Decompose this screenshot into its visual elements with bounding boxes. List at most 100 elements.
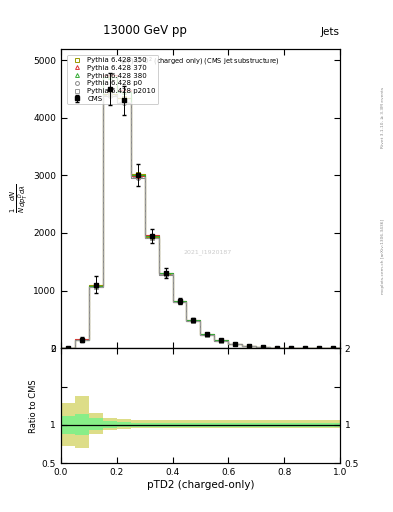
Text: 13000 GeV pp: 13000 GeV pp [103, 24, 187, 37]
Pythia 6.428 p2010 [331, 345, 335, 351]
Pythia 6.428 380 [289, 345, 294, 351]
Pythia 6.428 370 [205, 331, 210, 337]
Pythia 6.428 380 [261, 344, 266, 350]
Pythia 6.428 370 [149, 232, 154, 239]
Pythia 6.428 p0 [303, 345, 307, 351]
Y-axis label: Ratio to CMS: Ratio to CMS [29, 379, 37, 433]
Pythia 6.428 p2010 [79, 336, 84, 343]
Pythia 6.428 p0 [66, 345, 70, 351]
Pythia 6.428 p2010 [261, 344, 266, 350]
Pythia 6.428 p0 [191, 318, 196, 324]
Pythia 6.428 380 [94, 283, 98, 289]
Pythia 6.428 p2010 [247, 343, 252, 349]
Pythia 6.428 380 [247, 343, 252, 349]
Pythia 6.428 380 [205, 331, 210, 337]
Pythia 6.428 380 [303, 345, 307, 351]
Pythia 6.428 p0 [289, 345, 294, 351]
Pythia 6.428 p0 [107, 93, 112, 99]
Pythia 6.428 350 [275, 345, 279, 351]
Pythia 6.428 350 [149, 234, 154, 240]
Pythia 6.428 350 [121, 95, 126, 101]
Pythia 6.428 350 [79, 336, 84, 343]
Pythia 6.428 370 [191, 317, 196, 323]
Line: Pythia 6.428 p0: Pythia 6.428 p0 [66, 94, 335, 350]
Pythia 6.428 350 [177, 298, 182, 305]
X-axis label: pTD2 (charged-only): pTD2 (charged-only) [147, 480, 254, 490]
Pythia 6.428 380 [135, 172, 140, 179]
Pythia 6.428 350 [247, 343, 252, 349]
Pythia 6.428 p0 [177, 299, 182, 305]
Pythia 6.428 350 [191, 317, 196, 324]
Pythia 6.428 380 [66, 345, 70, 351]
Pythia 6.428 370 [289, 345, 294, 351]
Pythia 6.428 380 [121, 89, 126, 95]
Pythia 6.428 380 [275, 345, 279, 351]
Pythia 6.428 p0 [261, 344, 266, 350]
Pythia 6.428 p2010 [317, 345, 321, 351]
Pythia 6.428 370 [275, 345, 279, 351]
Pythia 6.428 p2010 [233, 341, 238, 347]
Pythia 6.428 p0 [317, 345, 321, 351]
Pythia 6.428 370 [317, 345, 321, 351]
Pythia 6.428 380 [219, 337, 224, 344]
Pythia 6.428 380 [149, 233, 154, 239]
Pythia 6.428 p2010 [275, 345, 279, 351]
Pythia 6.428 p0 [233, 341, 238, 347]
Pythia 6.428 p2010 [121, 99, 126, 105]
Pythia 6.428 380 [317, 345, 321, 351]
Pythia 6.428 p0 [149, 235, 154, 241]
Pythia 6.428 p0 [135, 175, 140, 181]
Pythia 6.428 370 [94, 283, 98, 289]
Line: Pythia 6.428 370: Pythia 6.428 370 [66, 73, 335, 350]
Pythia 6.428 350 [94, 282, 98, 288]
Text: mcplots.cern.ch [arXiv:1306.3436]: mcplots.cern.ch [arXiv:1306.3436] [381, 219, 385, 293]
Pythia 6.428 370 [135, 173, 140, 179]
Pythia 6.428 p0 [205, 332, 210, 338]
Pythia 6.428 370 [233, 341, 238, 347]
Pythia 6.428 p2010 [163, 271, 168, 278]
Pythia 6.428 350 [261, 344, 266, 350]
Line: Pythia 6.428 p2010: Pythia 6.428 p2010 [66, 93, 335, 350]
Pythia 6.428 370 [219, 337, 224, 344]
Pythia 6.428 p2010 [289, 345, 294, 351]
Pythia 6.428 370 [261, 344, 266, 350]
Pythia 6.428 p2010 [135, 174, 140, 180]
Pythia 6.428 370 [66, 345, 70, 351]
Legend: Pythia 6.428 350, Pythia 6.428 370, Pythia 6.428 380, Pythia 6.428 p0, Pythia 6.: Pythia 6.428 350, Pythia 6.428 370, Pyth… [67, 55, 158, 104]
Pythia 6.428 p0 [331, 345, 335, 351]
Pythia 6.428 p2010 [149, 234, 154, 241]
Pythia 6.428 370 [163, 270, 168, 276]
Pythia 6.428 370 [177, 298, 182, 304]
Pythia 6.428 350 [205, 332, 210, 338]
Pythia 6.428 350 [317, 345, 321, 351]
Pythia 6.428 350 [331, 345, 335, 351]
Text: 2021_I1920187: 2021_I1920187 [184, 249, 232, 255]
Pythia 6.428 350 [289, 345, 294, 351]
Pythia 6.428 p0 [79, 337, 84, 343]
Pythia 6.428 350 [66, 345, 70, 351]
Text: $(p_T^D)^2\lambda\_0^2$ (charged only) (CMS jet substructure): $(p_T^D)^2\lambda\_0^2$ (charged only) (… [121, 56, 280, 70]
Pythia 6.428 370 [303, 345, 307, 351]
Pythia 6.428 370 [331, 345, 335, 351]
Pythia 6.428 p2010 [303, 345, 307, 351]
Pythia 6.428 370 [79, 336, 84, 343]
Pythia 6.428 350 [135, 171, 140, 177]
Pythia 6.428 p0 [219, 337, 224, 344]
Pythia 6.428 p2010 [219, 337, 224, 344]
Pythia 6.428 p0 [247, 343, 252, 349]
Pythia 6.428 p0 [121, 100, 126, 106]
Text: Jets: Jets [321, 27, 340, 37]
Pythia 6.428 380 [191, 317, 196, 323]
Pythia 6.428 350 [303, 345, 307, 351]
Pythia 6.428 370 [247, 343, 252, 349]
Pythia 6.428 350 [107, 91, 112, 97]
Pythia 6.428 p2010 [177, 299, 182, 305]
Pythia 6.428 370 [107, 72, 112, 78]
Line: Pythia 6.428 350: Pythia 6.428 350 [66, 92, 335, 350]
Line: Pythia 6.428 380: Pythia 6.428 380 [66, 75, 335, 350]
Text: Rivet 3.1.10, ≥ 3.3M events: Rivet 3.1.10, ≥ 3.3M events [381, 87, 385, 148]
Pythia 6.428 350 [233, 341, 238, 347]
Pythia 6.428 350 [163, 271, 168, 277]
Pythia 6.428 p2010 [66, 345, 70, 351]
Pythia 6.428 p2010 [107, 92, 112, 98]
